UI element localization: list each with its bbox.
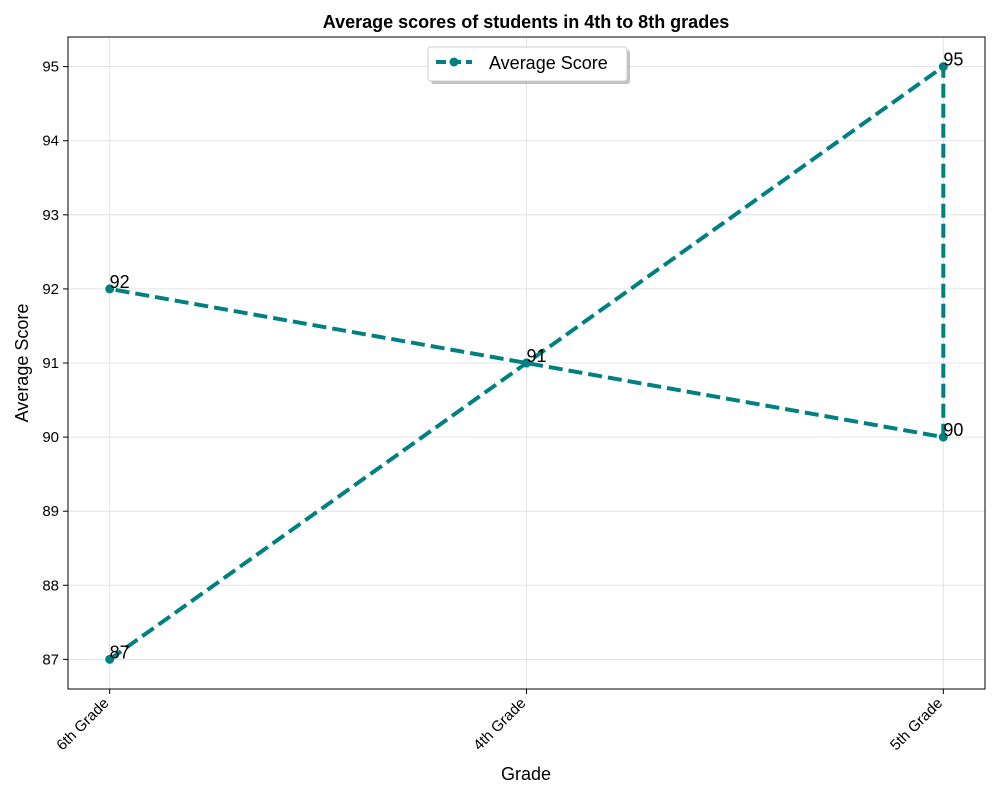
- x-axis-label: Grade: [501, 764, 551, 784]
- y-tick-label: 91: [42, 355, 59, 372]
- series-layer: [105, 62, 948, 664]
- x-tick-label: 4th Grade: [470, 695, 529, 754]
- legend-box: [427, 46, 628, 82]
- data-labels: 92 91 95 90 87: [110, 50, 964, 663]
- y-tick-label: 95: [42, 59, 59, 76]
- y-tick-label: 88: [42, 577, 59, 594]
- data-label: 87: [110, 642, 130, 662]
- series-line: [108, 64, 946, 661]
- data-point: [938, 432, 948, 442]
- y-axis-ticks: 87 88 89 90 91 92 93 94 95: [42, 59, 68, 668]
- x-axis-ticks: 6th Grade 4th Grade 5th Grade: [53, 689, 946, 754]
- data-point: [522, 358, 531, 368]
- y-tick-label: 93: [42, 207, 59, 224]
- x-tick-label: 6th Grade: [53, 695, 112, 754]
- y-tick-label: 94: [42, 133, 59, 150]
- chart-title: Average scores of students in 4th to 8th…: [323, 12, 729, 32]
- legend: Average Score: [427, 46, 630, 84]
- data-label: 91: [527, 346, 547, 366]
- y-tick-label: 89: [42, 503, 59, 520]
- legend-marker: [449, 57, 459, 67]
- data-label: 92: [110, 272, 130, 292]
- data-label: 95: [943, 50, 963, 70]
- y-tick-label: 90: [42, 429, 59, 446]
- data-point: [938, 62, 948, 72]
- legend-label: Average Score: [489, 53, 608, 73]
- y-tick-label: 87: [42, 651, 59, 668]
- y-axis-label: Average Score: [12, 304, 32, 423]
- x-tick-label: 5th Grade: [887, 695, 946, 754]
- data-label: 90: [943, 420, 963, 440]
- data-point: [105, 654, 115, 664]
- data-point: [105, 284, 115, 294]
- y-tick-label: 92: [42, 281, 59, 298]
